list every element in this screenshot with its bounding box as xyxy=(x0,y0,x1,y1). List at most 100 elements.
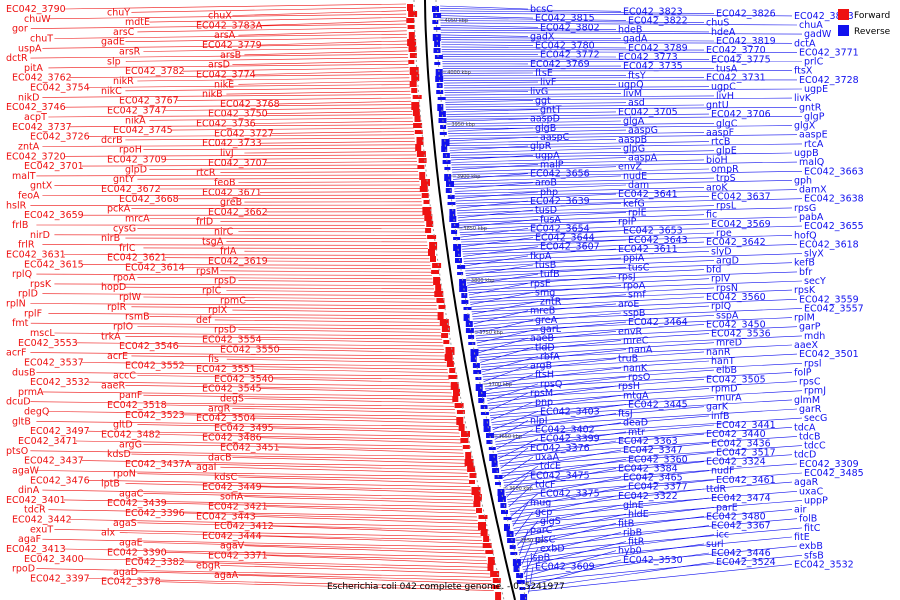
forward-leader-line xyxy=(137,375,450,380)
forward-leader-line xyxy=(244,151,417,154)
forward-gene-label: EC042_3614 xyxy=(125,263,185,274)
forward-gene-label: EC042_3720 xyxy=(6,151,66,162)
reverse-gene-label: tufB xyxy=(540,269,560,280)
reverse-gene-label: aaeB xyxy=(530,333,554,344)
forward-gene-label: EC042_3400 xyxy=(24,554,84,565)
reverse-gene-label: php xyxy=(540,187,558,198)
reverse-leader-line xyxy=(441,51,798,53)
forward-leader-line xyxy=(238,231,426,233)
reverse-leader-line xyxy=(481,353,798,370)
reverse-gene-label: livG xyxy=(530,86,548,97)
reverse-gene-label: ftsX xyxy=(794,66,813,77)
reverse-leader-line xyxy=(461,232,715,243)
reverse-gene-label: aaspG xyxy=(628,125,658,136)
forward-leader-line xyxy=(226,90,411,95)
reverse-gene-label: EC042_3445 xyxy=(628,399,688,410)
forward-gene-label: EC042_3745 xyxy=(113,125,173,136)
reverse-gene-label: mtr xyxy=(628,427,645,438)
reverse-feature xyxy=(475,377,482,380)
forward-feature xyxy=(427,235,437,239)
forward-gene-label: agaD xyxy=(113,567,138,578)
reverse-gene-label: rpsL xyxy=(716,201,737,212)
forward-gene-label: EC042_3449 xyxy=(202,482,262,493)
forward-gene-label: EC042_3726 xyxy=(30,132,90,143)
reverse-feature xyxy=(441,139,450,146)
forward-leader-line xyxy=(244,300,437,303)
reverse-gene-label: EC042_3813 xyxy=(794,11,854,22)
reverse-gene-label: parE xyxy=(716,502,738,513)
reverse-gene-label: EC042_3770 xyxy=(706,45,766,56)
reverse-gene-label: fkpA xyxy=(530,251,552,262)
reverse-leader-line xyxy=(525,557,529,585)
legend-reverse-swatch xyxy=(838,25,849,36)
forward-leader-line xyxy=(87,84,410,88)
reverse-leader-line xyxy=(464,255,529,267)
forward-leader-line xyxy=(81,362,447,367)
reverse-leader-line xyxy=(482,358,617,375)
reverse-feature xyxy=(455,251,461,257)
reverse-feature xyxy=(480,412,489,415)
reverse-gene-label: aaspB xyxy=(618,134,647,145)
reverse-feature xyxy=(519,587,526,590)
reverse-leader-line xyxy=(441,39,715,42)
reverse-leader-line xyxy=(454,184,627,192)
forward-feature xyxy=(407,4,413,11)
reverse-leader-line xyxy=(517,523,617,549)
forward-track-line xyxy=(413,0,505,600)
reverse-leader-line xyxy=(441,53,539,55)
forward-gene-label: nikE xyxy=(214,79,234,90)
reverse-gene-label: prlC xyxy=(804,57,824,68)
reverse-leader-line xyxy=(476,326,798,341)
reverse-leader-line xyxy=(460,225,803,236)
reverse-gene-label: rplE xyxy=(628,207,647,218)
reverse-leader-line xyxy=(446,111,617,115)
reverse-gene-label: EC042_3324 xyxy=(706,457,766,468)
reverse-leader-line xyxy=(454,182,534,190)
forward-feature xyxy=(409,81,417,87)
forward-feature xyxy=(465,452,472,460)
reverse-gene-label: parC xyxy=(530,525,553,536)
forward-feature xyxy=(416,137,424,145)
reverse-leader-line xyxy=(521,539,534,565)
forward-leader-line xyxy=(277,447,464,454)
reverse-leader-line xyxy=(451,159,705,166)
reverse-feature xyxy=(435,69,443,76)
forward-feature xyxy=(430,256,436,262)
forward-leader-line xyxy=(271,378,450,384)
reverse-gene-label: ftsJ xyxy=(618,409,633,420)
forward-leader-line xyxy=(131,453,465,461)
reverse-gene-label: EC042_3399 xyxy=(540,434,600,445)
forward-gene-label: rplW xyxy=(119,292,142,303)
reverse-leader-line xyxy=(471,296,705,310)
reverse-gene-label: aaeX xyxy=(794,340,818,351)
forward-gene-label: tsgA xyxy=(202,236,224,247)
reverse-gene-label: glgB xyxy=(535,123,556,134)
forward-feature xyxy=(437,312,444,320)
reverse-gene-label: EC042_3819 xyxy=(716,36,776,47)
scale-tick-label: 3550 kbp xyxy=(521,538,545,544)
reverse-feature xyxy=(497,489,505,496)
forward-feature xyxy=(473,494,482,501)
reverse-gene-label: asd xyxy=(628,98,645,109)
forward-gene-label: hslR xyxy=(6,200,27,211)
forward-leader-line xyxy=(149,316,439,320)
reverse-gene-label: glpG xyxy=(623,143,645,154)
reverse-leader-line xyxy=(527,561,715,590)
reverse-leader-line xyxy=(479,342,715,358)
reverse-gene-label: zntR xyxy=(540,297,562,308)
reverse-feature xyxy=(457,272,464,275)
reverse-leader-line xyxy=(472,303,617,317)
reverse-feature xyxy=(449,216,457,222)
forward-gene-label: EC042_3707 xyxy=(208,158,268,169)
reverse-leader-line xyxy=(443,75,627,77)
reverse-gene-label: dctA xyxy=(794,38,816,49)
legend: Forward Reverse xyxy=(838,9,891,37)
reverse-feature xyxy=(512,559,521,566)
reverse-gene-label: ggt xyxy=(535,95,551,106)
reverse-leader-line xyxy=(444,93,622,96)
forward-gene-label: cysG xyxy=(113,223,136,234)
reverse-gene-label: slyD xyxy=(711,246,732,257)
forward-gene-label: EC042_3671 xyxy=(202,187,262,198)
forward-leader-line xyxy=(164,157,417,160)
forward-gene-label: trkA xyxy=(101,331,121,342)
